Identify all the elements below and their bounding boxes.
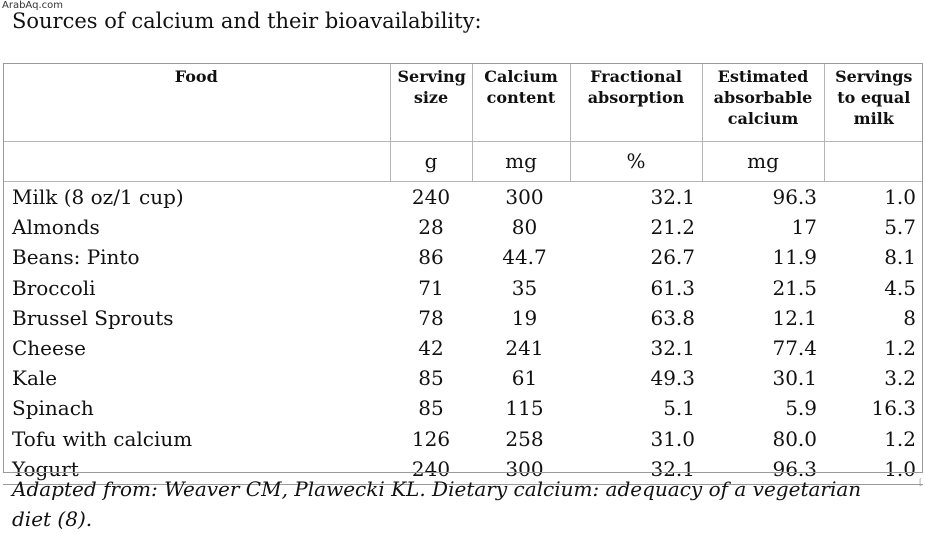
food-cell: Tofu with calcium: [12, 426, 193, 451]
calcium-sources-table: Food Serving size Calcium content Fracti…: [3, 63, 923, 485]
servings-to-equal-milk-cell: 16.3: [871, 396, 916, 421]
calcium-content-cell: 258: [505, 426, 544, 451]
serving-size-cell: 71: [418, 275, 444, 300]
unit-cell: [3, 141, 390, 182]
serving-size-cell: 78: [418, 305, 444, 330]
citation-note: Adapted from: Weaver CM, Plawecki KL. Di…: [12, 477, 862, 531]
unit-cell: [823, 141, 923, 182]
header-calcium-content: Calcium content: [471, 63, 570, 142]
food-cell: Cheese: [12, 335, 86, 360]
page-edge-mark: [: [919, 478, 923, 487]
absorbable-calcium-cell: 11.9: [772, 245, 817, 270]
unit-cell: mg: [701, 141, 824, 182]
servings-to-equal-milk-cell: 8.1: [884, 245, 916, 270]
table-row: Yogurt 240 300 32.1 96.3 1.0: [3, 453, 923, 485]
absorbable-calcium-cell: 21.5: [772, 275, 817, 300]
food-cell: Yogurt: [3, 453, 390, 485]
table-row: Kale 85 61 49.3 30.1 3.2: [3, 363, 923, 393]
absorbable-calcium-cell: 12.1: [772, 305, 817, 330]
header-food: Food: [3, 63, 390, 142]
fractional-absorption-cell: 32.1: [650, 335, 695, 360]
food-cell: Kale: [12, 366, 58, 391]
table-row: Tofu with calcium 126 258 31.0 80.0 1.2: [3, 424, 923, 454]
absorbable-calcium-cell: 96.3: [702, 453, 824, 485]
calcium-content-cell: 300: [472, 453, 570, 485]
serving-size-cell: 42: [418, 335, 444, 360]
serving-size-cell: 240: [390, 453, 472, 485]
fractional-absorption-cell: 63.8: [650, 305, 695, 330]
fractional-absorption-cell: 61.3: [650, 275, 695, 300]
fractional-absorption-cell: 49.3: [650, 366, 695, 391]
calcium-content-cell: 80: [511, 215, 538, 240]
calcium-content-cell: 35: [511, 275, 538, 300]
calcium-content-cell: 19: [511, 305, 538, 330]
servings-to-equal-milk-cell: 8: [903, 305, 916, 330]
servings-to-equal-milk-cell: 1.0: [824, 453, 923, 485]
servings-to-equal-milk-cell: 1.0: [884, 185, 916, 209]
watermark-label: ArabAq.com: [2, 0, 63, 11]
table-row: Spinach 85 115 5.1 5.9 16.3: [3, 393, 923, 423]
calcium-content-cell: 61: [511, 366, 538, 391]
absorbable-calcium-cell: 96.3: [772, 185, 817, 209]
table-row: Almonds 28 80 21.2 17 5.7: [3, 212, 923, 242]
serving-size-cell: 126: [411, 426, 451, 451]
header-serving-size: Serving size: [389, 63, 472, 142]
absorbable-calcium-cell: 5.9: [785, 396, 817, 421]
food-cell: Spinach: [12, 396, 94, 421]
unit-cell: %: [569, 141, 702, 182]
servings-to-equal-milk-cell: 4.5: [884, 275, 916, 300]
absorbable-calcium-cell: 77.4: [772, 335, 817, 360]
table-row: Cheese 42 241 32.1 77.4 1.2: [3, 333, 923, 363]
calcium-content-cell: 241: [505, 335, 544, 360]
calcium-content-cell: 115: [505, 396, 544, 421]
table-row: Milk (8 oz/1 cup) 240 300 32.1 96.3 1.0: [3, 182, 923, 213]
serving-size-cell: 240: [411, 185, 451, 209]
absorbable-calcium-cell: 80.0: [772, 426, 817, 451]
fractional-absorption-cell: 26.7: [650, 245, 695, 270]
table-header-row: Food Serving size Calcium content Fracti…: [3, 63, 923, 142]
servings-to-equal-milk-cell: 5.7: [884, 215, 916, 240]
fractional-absorption-cell: 21.2: [650, 215, 695, 240]
fractional-absorption-cell: 32.1: [650, 185, 695, 209]
document-title: Sources of calcium and their bioavailabi…: [12, 9, 482, 33]
serving-size-cell: 86: [418, 245, 444, 270]
calcium-content-cell: 300: [505, 185, 544, 209]
table-row: Beans: Pinto 86 44.7 26.7 11.9 8.1: [3, 242, 923, 272]
header-servings-to-equal-milk: Servings to equal milk: [823, 63, 923, 142]
calcium-content-cell: 44.7: [502, 245, 547, 270]
header-fractional-absorption: Fractional absorption: [569, 63, 702, 142]
serving-size-cell: 28: [418, 215, 444, 240]
units-row: g mg % mg: [3, 141, 923, 182]
table-row: Brussel Sprouts 78 19 63.8 12.1 8: [3, 303, 923, 333]
food-cell: Broccoli: [12, 275, 96, 300]
serving-size-cell: 85: [418, 366, 444, 391]
table-row: Broccoli 71 35 61.3 21.5 4.5: [3, 273, 923, 303]
fractional-absorption-cell: 32.1: [570, 453, 702, 485]
unit-cell: mg: [471, 141, 570, 182]
unit-cell: g: [389, 141, 472, 182]
absorbable-calcium-cell: 17: [791, 215, 817, 240]
fractional-absorption-cell: 31.0: [650, 426, 695, 451]
servings-to-equal-milk-cell: 3.2: [884, 366, 916, 391]
food-cell: Milk (8 oz/1 cup): [12, 185, 184, 209]
food-cell: Brussel Sprouts: [12, 305, 174, 330]
servings-to-equal-milk-cell: 1.2: [884, 335, 916, 360]
food-cell: Almonds: [12, 215, 100, 240]
absorbable-calcium-cell: 30.1: [772, 366, 817, 391]
fractional-absorption-cell: 5.1: [663, 396, 695, 421]
servings-to-equal-milk-cell: 1.2: [884, 426, 916, 451]
food-cell: Beans: Pinto: [12, 245, 140, 270]
serving-size-cell: 85: [418, 396, 444, 421]
header-estimated-absorbable-calcium: Estimated absorbable calcium: [701, 63, 824, 142]
